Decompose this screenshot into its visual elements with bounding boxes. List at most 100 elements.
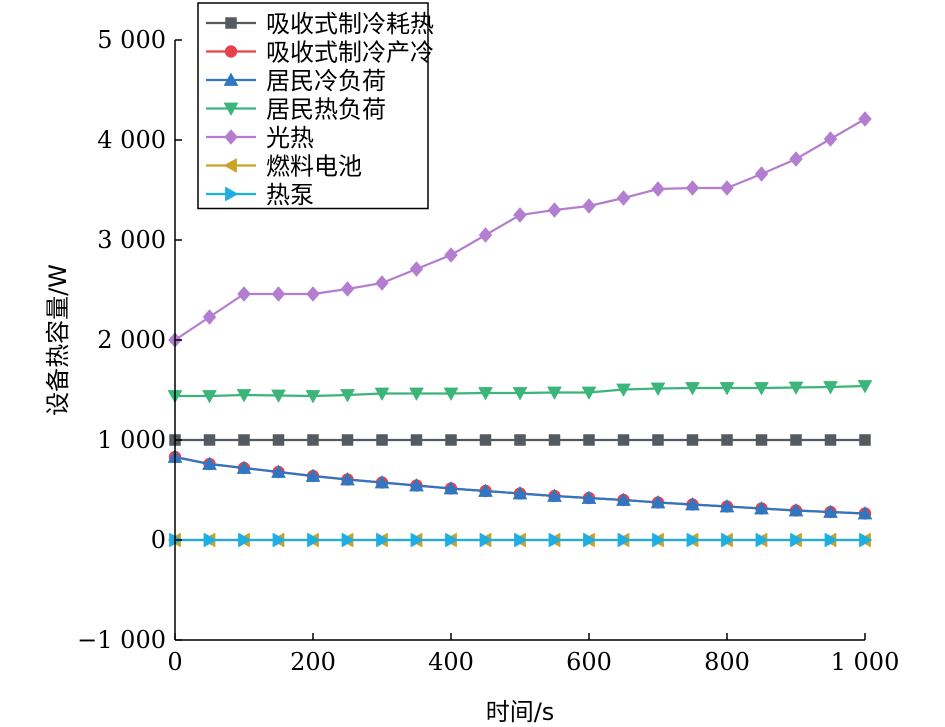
x-tick-label: 800 [704, 648, 750, 676]
data-point [721, 532, 735, 548]
y-tick-label: 4 000 [97, 126, 166, 154]
data-point [340, 281, 355, 297]
data-point [340, 389, 355, 403]
data-point [271, 464, 286, 478]
y-tick-label: 5 000 [97, 26, 166, 54]
data-point [238, 434, 250, 446]
data-point [616, 492, 631, 506]
data-point [340, 471, 355, 486]
data-point [374, 474, 390, 489]
data-point [824, 532, 839, 548]
data-point [238, 532, 252, 548]
data-point [203, 434, 216, 446]
data-point [341, 532, 356, 548]
series-1 [169, 434, 871, 446]
data-point [271, 389, 286, 404]
data-point [857, 505, 873, 520]
legend-item: 吸收式制冷耗热 [206, 10, 434, 38]
series-4 [167, 380, 873, 404]
legend-label: 光热 [266, 124, 314, 152]
legend-label: 居民冷负荷 [266, 67, 386, 95]
data-point [514, 434, 526, 446]
data-point [823, 131, 838, 147]
data-point [859, 532, 873, 548]
y-axis-title: 设备热容量/W [44, 264, 72, 416]
legend-marker [223, 102, 239, 117]
plot-area [167, 111, 873, 548]
data-point [583, 434, 595, 446]
data-point [202, 456, 217, 470]
data-point [512, 485, 528, 500]
data-point [581, 386, 597, 401]
data-point [789, 151, 803, 167]
data-point [616, 383, 631, 398]
data-point [410, 532, 425, 548]
x-tick-label: 0 [167, 648, 182, 676]
data-point [686, 532, 701, 548]
data-point [719, 498, 735, 513]
data-point [512, 387, 528, 401]
data-point [237, 286, 251, 302]
data-point [409, 477, 424, 492]
legend-marker [223, 72, 239, 86]
data-point [443, 480, 459, 495]
data-point [478, 227, 493, 243]
series-3 [167, 449, 873, 520]
data-point [307, 434, 319, 446]
data-point [478, 387, 493, 401]
data-point [859, 434, 871, 446]
legend-marker [223, 158, 237, 173]
x-tick-label: 600 [566, 648, 612, 676]
data-point [650, 494, 666, 509]
data-point [409, 261, 424, 277]
data-point [685, 382, 700, 396]
data-point [410, 434, 423, 446]
data-point [547, 202, 562, 218]
data-point [652, 532, 666, 548]
data-point [685, 496, 700, 511]
data-point [790, 434, 802, 446]
data-point [754, 166, 769, 182]
data-point [754, 500, 769, 515]
data-point [788, 381, 804, 396]
y-tick-label: −1 000 [77, 626, 166, 654]
data-point [824, 434, 837, 446]
data-point [650, 382, 666, 397]
series-5 [168, 111, 872, 348]
data-point [375, 275, 389, 291]
data-point [306, 286, 320, 302]
y-tick-label: 0 [151, 526, 166, 554]
data-point [479, 434, 492, 446]
data-point [374, 387, 390, 402]
legend-marker [224, 45, 238, 58]
data-point [617, 532, 632, 548]
data-point [548, 532, 563, 548]
x-tick-label: 200 [290, 648, 336, 676]
data-point [202, 390, 217, 404]
legend-item: 燃料电池 [206, 153, 362, 181]
legend-item: 光热 [206, 124, 314, 152]
y-tick-label: 2 000 [97, 326, 166, 354]
legend-item: 热泵 [206, 181, 314, 209]
data-point [203, 532, 218, 548]
data-point [444, 247, 458, 263]
data-point [719, 382, 735, 396]
legend-item: 吸收式制冷产冷 [206, 39, 434, 67]
data-point [858, 111, 872, 127]
data-point [686, 434, 699, 446]
data-point [857, 380, 873, 394]
legend-marker [225, 186, 239, 202]
data-point [445, 434, 457, 446]
data-point [652, 434, 664, 446]
data-point [685, 180, 700, 196]
data-point [376, 532, 390, 548]
legend-item: 居民热负荷 [206, 96, 386, 124]
legend-item: 居民冷负荷 [206, 67, 386, 95]
data-point [479, 532, 494, 548]
data-point [823, 381, 838, 395]
data-point [548, 434, 561, 446]
data-point [616, 190, 631, 206]
x-tick-label: 1 000 [831, 648, 900, 676]
